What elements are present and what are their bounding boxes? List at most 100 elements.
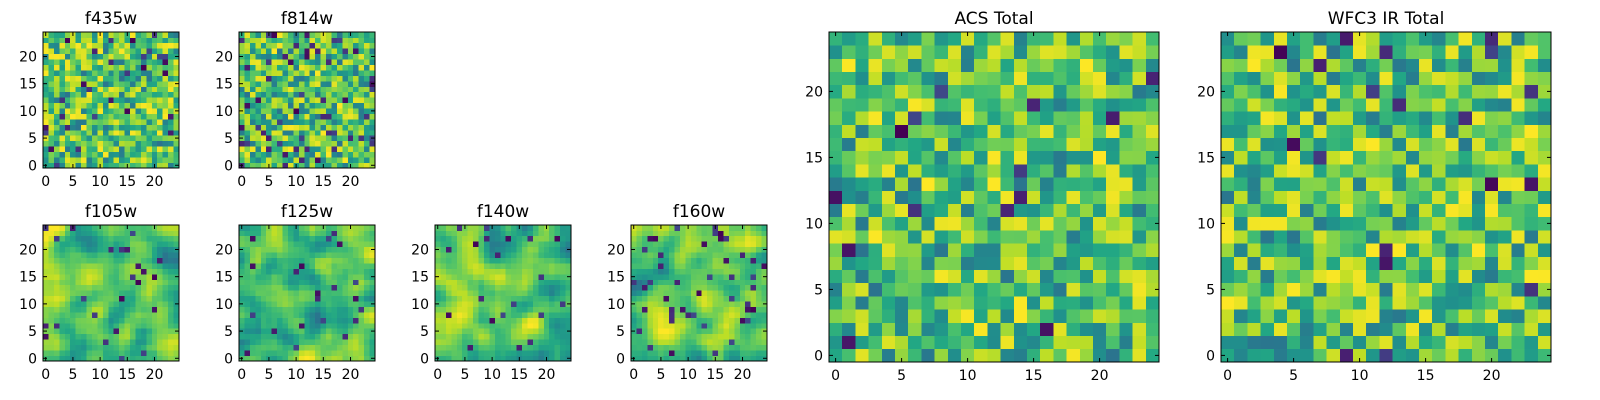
- heatmap-cell: [494, 279, 501, 286]
- heatmap-cell: [1013, 111, 1028, 125]
- heatmap-cell: [255, 301, 262, 307]
- heatmap-cell: [157, 146, 164, 153]
- heatmap-cell: [59, 344, 66, 351]
- heatmap-cell: [1132, 256, 1147, 270]
- heatmap-cell: [1000, 256, 1015, 270]
- heatmap-cell: [298, 108, 305, 114]
- heatmap-cell: [146, 344, 153, 351]
- heatmap-cell: [140, 257, 147, 264]
- heatmap-cell: [277, 151, 283, 158]
- heatmap-cell: [947, 137, 962, 152]
- heatmap-cell: [1000, 309, 1015, 323]
- heatmap-cell: [549, 344, 556, 351]
- heatmap-cell: [369, 312, 376, 318]
- heatmap-cell: [173, 279, 180, 286]
- heatmap-cell: [881, 32, 896, 46]
- heatmap-cell: [707, 290, 713, 297]
- heatmap-cell: [146, 284, 153, 291]
- heatmap-cell: [97, 246, 104, 253]
- heatmap-cell: [255, 263, 262, 269]
- heatmap-cell: [895, 150, 909, 165]
- heatmap-cell: [1066, 124, 1081, 138]
- heatmap-cell: [336, 279, 343, 286]
- heatmap-cell: [304, 70, 311, 76]
- heatmap-cell: [293, 86, 300, 93]
- heatmap-cell: [146, 102, 153, 109]
- heatmap-cell: [829, 282, 843, 297]
- heatmap-cell: [734, 322, 741, 329]
- heatmap-cell: [320, 102, 327, 109]
- heatmap-cell: [108, 273, 115, 280]
- heatmap-cell: [48, 350, 55, 356]
- heatmap-cell: [1471, 203, 1486, 218]
- heatmap-cell: [287, 53, 294, 60]
- heatmap-cell: [70, 70, 76, 76]
- heatmap-cell: [881, 322, 896, 336]
- heatmap-cell: [527, 290, 534, 297]
- heatmap-cell: [1405, 243, 1420, 257]
- heatmap-cell: [494, 241, 501, 248]
- heatmap-cell: [320, 129, 327, 136]
- heatmap-cell: [315, 151, 321, 158]
- heatmap-cell: [734, 355, 741, 362]
- heatmap-cell: [86, 53, 93, 60]
- heatmap-cell: [631, 317, 637, 324]
- heatmap-cell: [86, 273, 93, 280]
- heatmap-cell: [364, 252, 370, 258]
- heatmap-cell: [43, 129, 49, 136]
- heatmap-cell: [641, 312, 648, 318]
- heatmap-cell: [342, 162, 349, 169]
- heatmap-cell: [326, 230, 332, 237]
- heatmap-cell: [947, 111, 962, 125]
- heatmap-cell: [260, 59, 267, 65]
- heatmap-cell: [1485, 177, 1499, 191]
- heatmap-cell: [1040, 230, 1054, 244]
- heatmap-cell: [304, 350, 311, 356]
- heatmap-cell: [260, 64, 267, 71]
- heatmap-cell: [168, 124, 174, 131]
- heatmap-cell: [347, 86, 354, 93]
- heatmap-cell: [663, 268, 670, 275]
- heatmap-cell: [53, 48, 60, 55]
- heatmap-cell: [48, 284, 55, 291]
- heatmap-cell: [440, 306, 447, 313]
- heatmap-cell: [679, 295, 686, 302]
- heatmap-cell: [842, 348, 856, 363]
- heatmap-cell: [108, 235, 115, 242]
- heatmap-cell: [309, 70, 316, 76]
- heatmap-cell: [64, 312, 71, 318]
- heatmap-cell: [326, 146, 332, 153]
- heatmap-cell: [326, 355, 332, 362]
- heatmap-cell: [320, 146, 327, 153]
- heatmap-cell: [151, 306, 158, 313]
- heatmap-cell: [829, 296, 843, 310]
- heatmap-cell: [690, 279, 697, 286]
- heatmap-cell: [1013, 335, 1028, 350]
- heatmap-cell: [315, 322, 321, 329]
- heatmap-cell: [718, 306, 724, 313]
- heatmap-cell: [260, 284, 267, 291]
- heatmap-cell: [64, 246, 71, 253]
- heatmap-cell: [59, 301, 66, 307]
- heatmap-cell: [75, 108, 82, 114]
- heatmap-cell: [260, 301, 267, 307]
- heatmap-cell: [690, 230, 697, 237]
- heatmap-cell: [48, 157, 55, 163]
- heatmap-cell: [260, 80, 267, 87]
- heatmap-cell: [353, 279, 360, 286]
- y-tick-label: 10: [215, 297, 233, 313]
- heatmap-cell: [636, 322, 643, 329]
- heatmap-cell: [756, 290, 762, 297]
- heatmap-cell: [1079, 84, 1094, 99]
- heatmap-cell: [868, 348, 883, 363]
- heatmap-cell: [690, 344, 697, 351]
- heatmap-cell: [173, 102, 180, 109]
- heatmap-cell: [947, 309, 962, 323]
- heatmap-cell: [467, 317, 474, 324]
- heatmap-cell: [309, 135, 316, 142]
- heatmap-cell: [494, 333, 501, 340]
- heatmap-cell: [445, 350, 452, 356]
- heatmap-cell: [647, 279, 654, 286]
- heatmap-cell: [135, 64, 142, 71]
- heatmap-cell: [707, 241, 713, 248]
